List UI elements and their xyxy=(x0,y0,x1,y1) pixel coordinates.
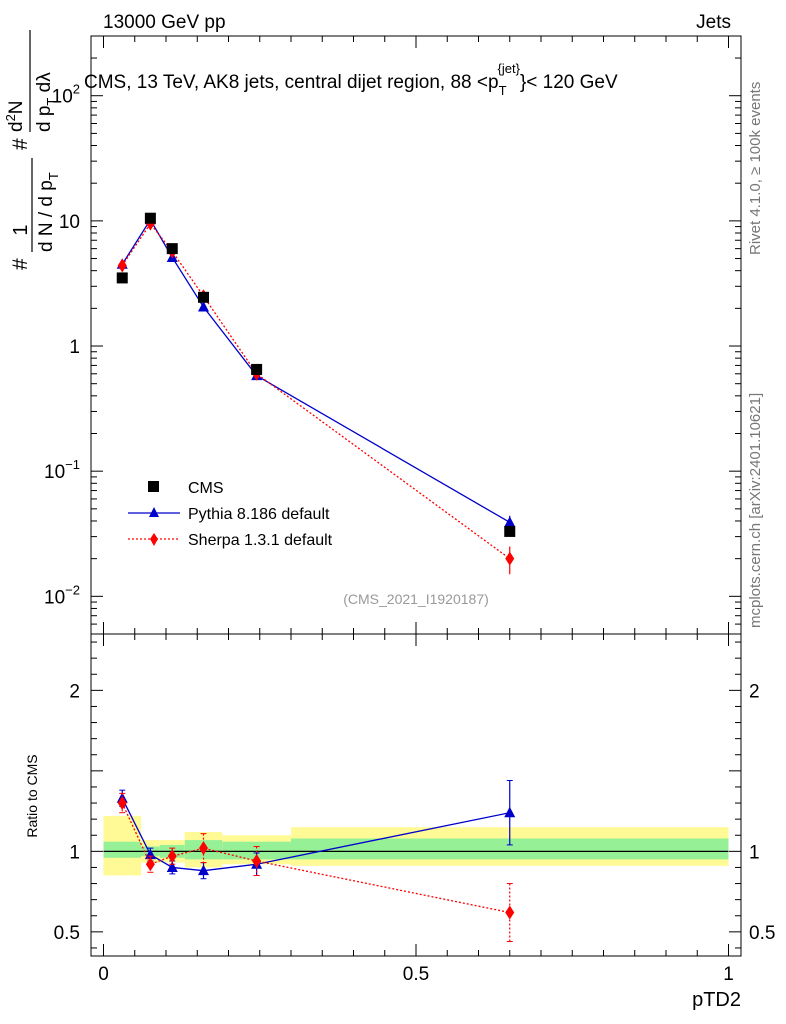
analysis-reference: (CMS_2021_I1920187) xyxy=(343,591,489,607)
cms-point xyxy=(504,525,516,537)
plot-title-sup: {jet} xyxy=(498,61,521,76)
cms-point xyxy=(251,363,263,375)
ratio-sherpa-point xyxy=(199,841,208,856)
x-axis-label: pTD2 xyxy=(692,989,741,1011)
y-tick-label-main-3: 10 xyxy=(59,212,80,233)
legend-pythia-label: Pythia 8.186 default xyxy=(188,506,330,523)
ratio-sherpa-line xyxy=(121,802,510,914)
legend-sherpa-label: Sherpa 1.3.1 default xyxy=(188,532,333,549)
y-label-hash-1: # xyxy=(9,258,32,270)
sherpa-point xyxy=(117,258,127,273)
cms-point xyxy=(166,243,178,255)
energy-label: 13000 GeV pp xyxy=(103,12,226,33)
plot-title-main: CMS, 13 TeV, AK8 jets, central dijet reg… xyxy=(84,72,499,93)
y-tick-label-ratio-right-0: 0.5 xyxy=(749,923,775,944)
legend-cms-marker xyxy=(148,481,159,492)
ratio-sherpa-point xyxy=(252,854,262,869)
pythia-point xyxy=(504,516,516,527)
main-y-axis-label: # 1 d N / d pT # d2N d pT dλ xyxy=(3,30,61,270)
series-pythia xyxy=(116,213,516,530)
y-tick-label-ratio-left-1: 1 xyxy=(69,842,80,863)
ratio-plot-frame xyxy=(90,633,742,957)
legend-pythia-marker xyxy=(149,507,159,517)
x-tick-label-1: 0.5 xyxy=(403,964,429,985)
ratio-y-axis-label: Ratio to CMS xyxy=(24,754,40,837)
ratio-pythia-point xyxy=(198,864,209,876)
y-label-den-2: d pT dλ xyxy=(34,72,59,132)
y-tick-label-main-1: 10−1 xyxy=(44,457,80,483)
series-cms xyxy=(116,212,516,537)
sherpa-line xyxy=(121,222,511,560)
mcplots-label: mcplots.cern.ch [arXiv:2401.10621] xyxy=(747,393,764,628)
ratio-pythia-point xyxy=(504,806,516,818)
plot-title-sub: T xyxy=(499,83,507,98)
y-tick-label-ratio-left-2: 2 xyxy=(69,681,80,702)
y-tick-label-ratio-right-1: 1 xyxy=(749,842,760,863)
sherpa-point xyxy=(505,551,515,566)
y-tick-label-main-2: 1 xyxy=(69,337,80,358)
rivet-version-label: Rivet 4.1.0, ≥ 100k events xyxy=(747,82,764,255)
ratio-band-green-0 xyxy=(103,841,141,858)
y-tick-label-main-4: 102 xyxy=(52,82,80,108)
cms-point xyxy=(198,291,209,303)
ratio-pythia-line xyxy=(121,797,510,872)
category-label: Jets xyxy=(696,12,731,33)
y-label-num-1: 1 xyxy=(10,224,32,235)
ratio-band-green-5 xyxy=(291,838,729,860)
plot-title: CMS, 13 TeV, AK8 jets, central dijet reg… xyxy=(84,61,618,98)
x-tick-label-0: 0 xyxy=(98,964,109,985)
legend-cms-label: CMS xyxy=(188,480,224,497)
x-tick-label-2: 1 xyxy=(723,964,734,985)
ratio-sherpa-point xyxy=(145,857,155,872)
y-tick-label-ratio-right-2: 2 xyxy=(749,681,760,702)
pythia-point xyxy=(198,301,209,312)
ratio-series-sherpa xyxy=(117,792,515,943)
cms-point xyxy=(116,272,128,284)
legend: CMS Pythia 8.186 default Sherpa 1.3.1 de… xyxy=(128,480,333,549)
y-label-hash-2: # xyxy=(9,138,32,150)
ratio-sherpa-point xyxy=(117,796,127,811)
y-tick-label-ratio-left-0: 0.5 xyxy=(54,923,80,944)
y-label-num-2: d2N xyxy=(3,100,27,132)
ratio-sherpa-point xyxy=(505,905,515,920)
pythia-line xyxy=(121,218,511,523)
cms-point xyxy=(144,212,156,224)
ratio-pythia-point xyxy=(166,861,178,872)
y-label-den-1: d N / d pT xyxy=(36,172,61,252)
legend-sherpa-marker xyxy=(150,533,158,546)
y-tick-label-main-0: 10−2 xyxy=(44,582,80,608)
plot-title-tail: }< 120 GeV xyxy=(520,72,618,93)
ratio-sherpa-point xyxy=(167,849,177,864)
